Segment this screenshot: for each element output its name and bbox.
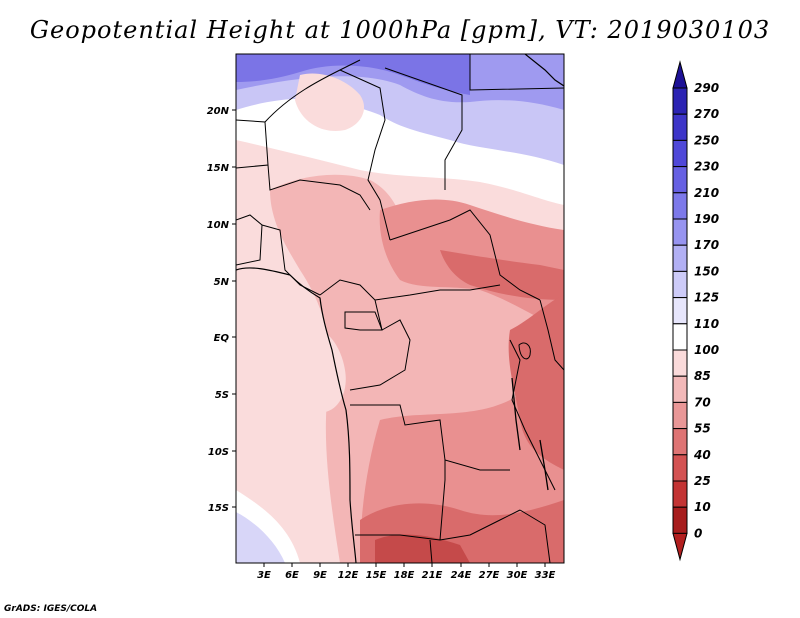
- country-borders: [236, 54, 564, 563]
- colorbar-segment: [672, 87, 688, 115]
- border-libya-sudan: [384, 67, 463, 190]
- border-egypt: [469, 54, 564, 91]
- map-frame: [235, 53, 565, 564]
- lat-label-15s: 15S: [208, 503, 229, 514]
- lat-label-eq: EQ: [214, 333, 230, 344]
- colorbar-segment: [672, 375, 688, 403]
- colorbar-segment: [672, 139, 688, 168]
- lon-label-33e: 33E: [535, 570, 556, 581]
- lon-label-15e: 15E: [366, 570, 387, 581]
- border-gabon: [344, 311, 383, 331]
- colorbar: 2902702502302101901701501251101008570554…: [672, 60, 719, 562]
- geopotential-field: [236, 54, 564, 563]
- border-botswana: [429, 539, 433, 563]
- lon-label-30e: 30E: [507, 570, 528, 581]
- colorbar-label: 100: [694, 343, 719, 357]
- border-congo: [349, 319, 411, 391]
- colorbar-segment: [672, 166, 688, 194]
- colorbar-label: 110: [694, 317, 719, 331]
- coastline-red-sea: [524, 54, 564, 87]
- lon-label-24e: 24E: [451, 570, 472, 581]
- border-east-africa: [539, 299, 564, 371]
- colorbar-bottom-arrow: [672, 532, 688, 562]
- colorbar-segment: [672, 244, 688, 272]
- field-deep-blue: [236, 54, 470, 95]
- lat-label-5s: 5S: [215, 390, 229, 401]
- colorbar-label: 0: [694, 526, 702, 540]
- grads-credit: GrADS: IGES/COLA: [4, 604, 98, 614]
- colorbar-label: 190: [694, 212, 719, 226]
- colorbar-label: 70: [694, 395, 711, 409]
- border-coast-north: [261, 224, 321, 296]
- colorbar-label: 40: [693, 448, 711, 462]
- field-pink-sahara: [295, 73, 365, 131]
- border-sahel: [267, 164, 371, 211]
- coastline-west: [236, 267, 357, 563]
- colorbar-label: 290: [694, 81, 719, 95]
- colorbar-segment: [672, 480, 688, 508]
- colorbar-segment: [672, 113, 688, 141]
- field-darkred-south: [375, 534, 470, 563]
- lat-label-10s: 10S: [208, 447, 229, 458]
- colorbar-segment: [672, 349, 688, 377]
- colorbar-label: 170: [694, 238, 719, 252]
- border-great-lakes: [509, 339, 556, 491]
- lon-label-21e: 21E: [422, 570, 443, 581]
- colorbar-label: 85: [694, 369, 711, 383]
- border-car-sudan: [389, 209, 541, 301]
- colorbar-label: 125: [694, 291, 719, 305]
- border-niger-chad: [339, 69, 391, 241]
- chart-title: Geopotential Height at 1000hPa [gpm], VT…: [29, 16, 771, 44]
- colorbar-label: 25: [694, 474, 711, 488]
- border-nigeria-cameroon: [319, 279, 383, 331]
- colorbar-segment: [672, 428, 688, 456]
- colorbar-segment: [672, 192, 688, 220]
- colorbar-label: 10: [694, 500, 711, 514]
- colorbar-label: 230: [694, 160, 719, 174]
- colorbar-segment: [672, 218, 688, 246]
- lake-tanganyika: [511, 377, 521, 451]
- lon-label-9e: 9E: [313, 570, 327, 581]
- border-drc-angola: [350, 404, 510, 471]
- field-mid-blue: [236, 54, 564, 110]
- colorbar-segment: [672, 323, 688, 351]
- border-algeria-mali: [264, 59, 361, 123]
- lake-malawi: [539, 439, 549, 491]
- lon-axis: 3E 6E 9E 12E 15E 18E 21E 24E 27E 30E 33E: [257, 563, 556, 581]
- colorbar-segment: [672, 297, 688, 325]
- lake-victoria: [518, 342, 531, 360]
- lat-label-10n: 10N: [207, 220, 230, 231]
- lat-label-5n: 5N: [214, 277, 230, 288]
- lon-label-18e: 18E: [394, 570, 415, 581]
- lon-label-3e: 3E: [257, 570, 271, 581]
- colorbar-segment: [672, 454, 688, 482]
- lat-axis: 20N 15N 10N 5N EQ 5S 10S 15S: [207, 106, 236, 514]
- lon-label-12e: 12E: [338, 570, 359, 581]
- field-pink-gulf: [294, 327, 346, 413]
- colorbar-label: 270: [694, 107, 719, 121]
- colorbar-segment: [672, 270, 688, 299]
- colorbar-segment: [672, 401, 688, 430]
- field-red-north: [440, 250, 564, 300]
- border-west-sahara: [236, 119, 269, 169]
- colorbar-top-arrow: [672, 60, 688, 89]
- colorbar-label: 210: [694, 186, 719, 200]
- colorbar-segment: [672, 506, 688, 534]
- border-zambia-west: [439, 460, 446, 541]
- colorbar-label: 55: [694, 422, 711, 436]
- border-namibia-north: [355, 509, 521, 541]
- border-car-south: [374, 284, 501, 301]
- lon-label-6e: 6E: [285, 570, 299, 581]
- lat-label-15n: 15N: [207, 163, 230, 174]
- colorbar-label: 150: [694, 264, 719, 278]
- field-light-blue-sw: [236, 512, 285, 563]
- border-mozambique: [519, 509, 551, 563]
- lon-label-27e: 27E: [479, 570, 500, 581]
- lat-label-20n: 20N: [207, 106, 230, 117]
- colorbar-label: 250: [694, 133, 719, 147]
